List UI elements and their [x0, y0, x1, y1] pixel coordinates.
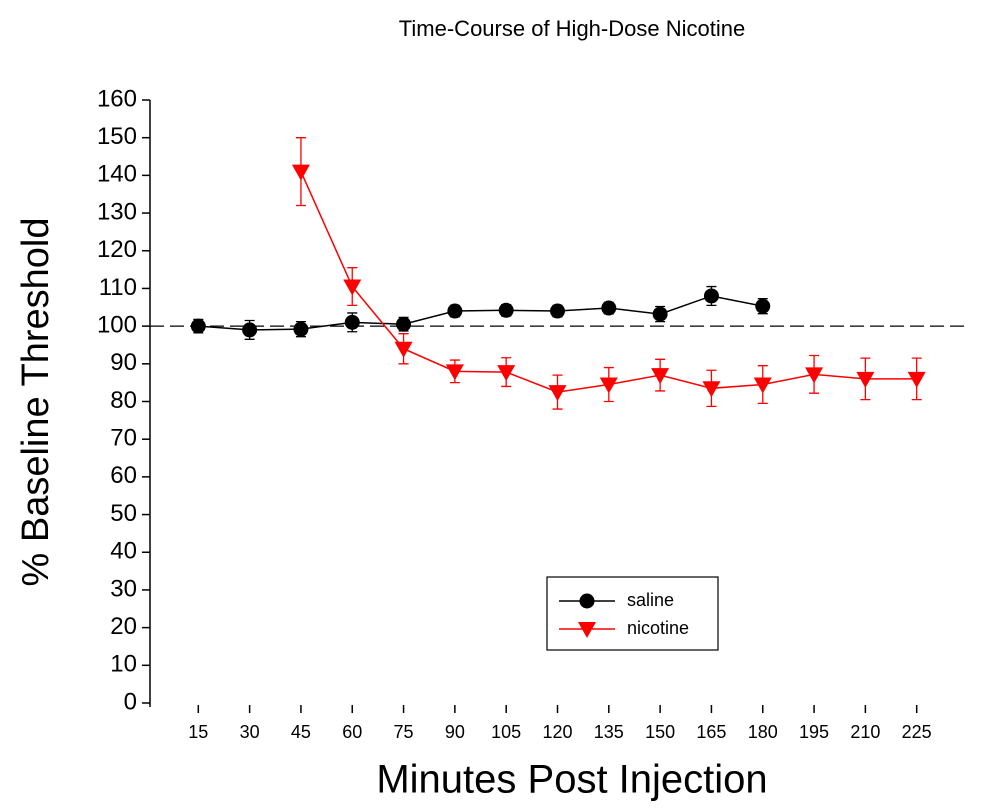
marker: [548, 385, 567, 402]
marker: [447, 303, 463, 319]
x-tick-label: 135: [594, 722, 624, 742]
marker: [599, 377, 618, 394]
marker: [601, 300, 617, 316]
y-tick-label: 50: [110, 500, 137, 527]
marker: [753, 377, 772, 394]
x-tick-label: 75: [394, 722, 414, 742]
legend-box: [546, 576, 719, 651]
y-tick-label: 120: [97, 236, 137, 263]
y-tick-label: 80: [110, 387, 137, 414]
x-axis-label: Minutes Post Injection: [376, 758, 767, 802]
marker: [190, 318, 206, 334]
y-tick-label: 110: [99, 274, 137, 301]
y-tick-label: 160: [97, 85, 137, 112]
y-tick-label: 130: [97, 198, 137, 225]
marker: [293, 321, 309, 337]
marker: [498, 302, 514, 318]
y-tick-label: 30: [110, 575, 137, 602]
x-tick-label: 60: [342, 722, 362, 742]
marker: [907, 371, 926, 388]
marker: [856, 371, 875, 388]
y-tick-label: 40: [110, 538, 137, 565]
y-tick-label: 150: [97, 123, 137, 150]
marker: [445, 364, 464, 381]
y-tick-label: 10: [110, 651, 137, 678]
x-tick-label: 225: [902, 722, 932, 742]
y-tick-label: 60: [110, 462, 137, 489]
marker: [242, 322, 258, 338]
chart-title: Time-Course of High-Dose Nicotine: [399, 16, 745, 41]
marker: [755, 298, 771, 314]
marker: [344, 314, 360, 330]
x-tick-label: 150: [645, 722, 675, 742]
legend-label: saline: [627, 590, 674, 610]
x-tick-label: 15: [188, 722, 208, 742]
marker: [343, 279, 362, 296]
x-tick-label: 105: [491, 722, 521, 742]
x-tick-label: 210: [850, 722, 880, 742]
marker: [396, 316, 412, 332]
marker: [394, 341, 413, 358]
marker: [702, 381, 721, 398]
y-tick-label: 100: [97, 311, 137, 338]
marker: [651, 368, 670, 385]
y-tick-label: 0: [124, 688, 137, 715]
marker: [703, 288, 719, 304]
x-tick-label: 195: [799, 722, 829, 742]
x-tick-label: 120: [542, 722, 572, 742]
y-tick-label: 90: [110, 349, 137, 376]
x-tick-label: 180: [748, 722, 778, 742]
y-tick-label: 70: [110, 425, 137, 452]
x-tick-label: 90: [445, 722, 465, 742]
x-tick-label: 30: [240, 722, 260, 742]
marker: [497, 365, 516, 382]
x-tick-label: 165: [696, 722, 726, 742]
series-line: [300, 171, 917, 393]
marker: [291, 164, 310, 181]
marker: [805, 367, 824, 384]
y-axis-label: % Baseline Threshold: [15, 218, 57, 587]
series-line: [198, 295, 763, 331]
marker: [550, 303, 565, 319]
marker: [579, 593, 595, 609]
y-tick-label: 20: [110, 613, 137, 640]
legend-label: nicotine: [627, 618, 689, 638]
marker: [652, 306, 668, 322]
x-tick-label: 45: [291, 722, 311, 742]
marker: [578, 622, 596, 638]
y-tick-label: 140: [97, 161, 137, 188]
